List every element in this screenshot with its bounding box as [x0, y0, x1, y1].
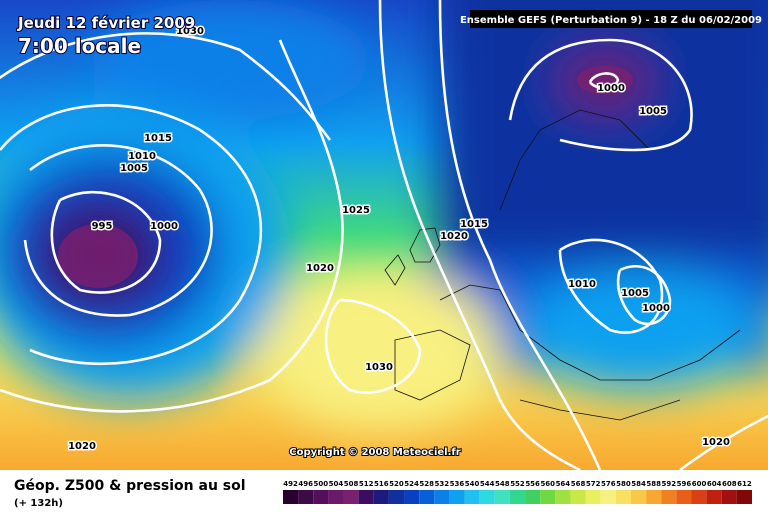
isobar-label: 1005	[120, 163, 148, 174]
scale-label: 588	[646, 480, 661, 488]
scale-label: 500	[314, 480, 329, 488]
scale-swatch	[343, 490, 359, 504]
color-scale: 492 496 500 504 508 512 516 520 524 528 532 536 540 5…	[283, 480, 752, 504]
scale-label: 560	[540, 480, 555, 488]
isobar-label: 1015	[144, 133, 172, 144]
scale-swatch	[691, 490, 707, 504]
scale-swatch	[509, 490, 526, 504]
scale-label: 552	[510, 480, 525, 488]
scale-label: 576	[601, 480, 616, 488]
date: Jeudi 12 février 2009	[17, 14, 195, 32]
isobar-label: 1020	[306, 263, 334, 274]
scale-label: 508	[344, 480, 359, 488]
scale-label: 572	[586, 480, 601, 488]
scale-label: 596	[677, 480, 692, 488]
isobar-label: 1000	[150, 221, 178, 232]
isobar-label: 995	[92, 221, 113, 232]
isobar-label: 1020	[68, 441, 96, 452]
scale-swatch	[570, 490, 586, 504]
isobar-label: 1005	[621, 288, 649, 299]
forecast-lead: (+ 132h)	[14, 498, 63, 509]
scale-label: 520	[389, 480, 404, 488]
scale-swatch	[600, 490, 616, 504]
isobar-label: 1020	[702, 437, 730, 448]
scale-swatch	[298, 490, 314, 504]
scale-label: 608	[722, 480, 737, 488]
field: 1030 1015 1010 1005 995 1000 1025 1020 1…	[0, 0, 768, 470]
local-time: 7:00 locale	[18, 34, 141, 58]
scale-swatch	[540, 490, 556, 504]
isobar-label: 1015	[460, 219, 488, 230]
run-info: Ensemble GEFS (Perturbation 9) - 18 Z du…	[460, 15, 762, 26]
scale-swatch	[525, 490, 541, 504]
scale-label: 524	[404, 480, 419, 488]
scale-swatch	[585, 490, 601, 504]
scale-swatch	[630, 490, 647, 504]
coastlines	[384, 109, 741, 421]
scale-swatch	[721, 490, 737, 504]
isobar-label: 1025	[342, 205, 370, 216]
scale-swatch	[555, 490, 571, 504]
scale-label: 604	[707, 480, 722, 488]
scale-label: 568	[571, 480, 586, 488]
scale-swatch	[736, 490, 752, 504]
scale-label: 548	[495, 480, 510, 488]
isobar-label: 1010	[568, 279, 596, 290]
scale-swatch	[449, 490, 465, 504]
scale-label: 580	[616, 480, 631, 488]
scale-label: 536	[450, 480, 465, 488]
scale-label: 532	[435, 480, 450, 488]
scale-swatch	[661, 490, 677, 504]
isobar-label: 1020	[440, 231, 468, 242]
scale-label: 584	[631, 480, 646, 488]
scale-swatch	[404, 490, 420, 504]
isobar-label: 1030	[365, 362, 393, 373]
scale-swatch	[373, 490, 389, 504]
scale-swatch	[419, 490, 435, 504]
scale-label: 544	[480, 480, 495, 488]
scale-swatch	[706, 490, 722, 504]
scale-swatch	[358, 490, 374, 504]
scale-label: 556	[525, 480, 540, 488]
isobar-label: 1010	[128, 151, 156, 162]
scale-label: 600	[692, 480, 707, 488]
scale-swatch	[494, 490, 510, 504]
scale-label: 492	[283, 480, 298, 488]
isobar-label: 1000	[642, 303, 670, 314]
scale-label: 540	[465, 480, 480, 488]
run-box	[470, 10, 752, 28]
scale-label: 512	[359, 480, 374, 488]
scale-label: 504	[329, 480, 344, 488]
footer-title: Géop. Z500 & pression au sol	[14, 478, 246, 494]
scale-label: 528	[419, 480, 434, 488]
isobar-label: 1030	[176, 26, 204, 37]
scale-swatch	[328, 490, 344, 504]
scale-swatch	[283, 490, 299, 504]
copyright: Copyright © 2008 Meteociel.fr	[289, 447, 460, 458]
isobars	[0, 0, 768, 470]
scale-label: 564	[556, 480, 571, 488]
scale-swatch	[676, 490, 692, 504]
scale-swatch	[388, 490, 405, 504]
scale-swatch	[313, 490, 329, 504]
scale-swatch	[646, 490, 662, 504]
scale-swatch	[434, 490, 450, 504]
scale-label: 496	[298, 480, 313, 488]
scale-label: 592	[661, 480, 676, 488]
scale-swatch	[615, 490, 631, 504]
isobar-label: 1000	[597, 83, 625, 94]
isobar-label: 1005	[639, 106, 667, 117]
scale-swatch	[464, 490, 480, 504]
scale-label: 516	[374, 480, 389, 488]
scale-label: 612	[737, 480, 752, 488]
scale-swatch	[479, 490, 495, 504]
